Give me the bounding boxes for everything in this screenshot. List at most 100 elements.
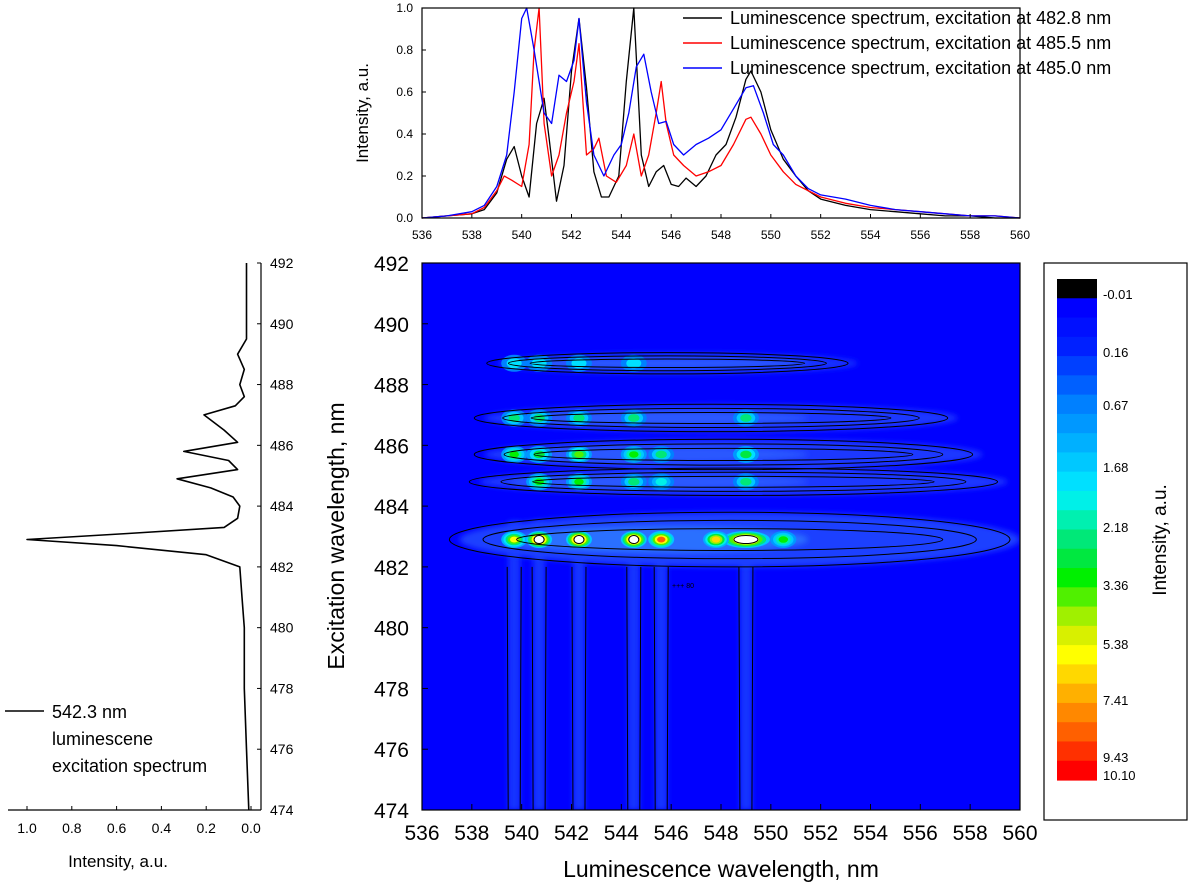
- heatmap-streak: [572, 521, 585, 810]
- colorbar-tick-label: -0.01: [1103, 287, 1133, 302]
- left-legend-label-line: luminescene: [52, 729, 153, 749]
- main-x-tick-label: 546: [654, 822, 689, 845]
- main-x-tick-label: 542: [554, 822, 589, 845]
- heatmap-hotspot: [711, 536, 721, 543]
- top-y-tick-label: 0.2: [396, 169, 413, 183]
- main-x-tick-label: 548: [703, 822, 738, 845]
- colorbar-tick-label: 5.38: [1103, 637, 1128, 652]
- top-x-tick-label: 538: [462, 228, 482, 242]
- heatmap-hotspot: [574, 451, 584, 458]
- heatmap-hotspot: [533, 450, 545, 459]
- colorbar-tick-label: 10.10: [1103, 768, 1136, 783]
- heatmap-hotspot: [534, 478, 544, 486]
- heatmap-streak: [508, 521, 521, 810]
- colorbar-swatch: [1057, 452, 1097, 473]
- heatmap-contour-band: [482, 519, 977, 560]
- top-x-tick-label: 546: [661, 228, 681, 242]
- heatmap-intensity-layers: [448, 352, 1020, 810]
- left-x-tick-label: 0.8: [62, 820, 82, 836]
- top-x-tick-label: 560: [1010, 228, 1030, 242]
- top-series-line-1: [421, 7, 1020, 219]
- heatmap-hotspot: [508, 414, 520, 422]
- top-x-tick-label: 548: [711, 228, 731, 242]
- heatmap-contour-band: [502, 407, 920, 429]
- top-x-tick-label: 558: [960, 228, 980, 242]
- main-x-tick-label: 550: [753, 822, 788, 845]
- colorbar-swatch: [1057, 298, 1097, 319]
- heatmap-hotspot-core: [533, 535, 545, 545]
- colorbar-swatch: [1057, 664, 1097, 685]
- colorbar-tick-label: 3.36: [1103, 578, 1128, 593]
- main-heatmap-panel: +++ 80 536 538 540 542 544 546 548 550 552 554 556…: [323, 253, 1038, 882]
- top-x-tick-label: 536: [412, 228, 432, 242]
- left-y-tick-label: 488: [270, 377, 294, 393]
- main-x-tick-label: 558: [953, 822, 988, 845]
- main-y-tick-label: 476: [374, 739, 409, 762]
- colorbar-swatch: [1057, 722, 1097, 743]
- left-y-tick-label: 474: [270, 802, 294, 818]
- main-y-axis-label: Excitation wavelength, nm: [323, 402, 349, 669]
- colorbar-swatch: [1057, 356, 1097, 376]
- heatmap-hotspot: [533, 414, 545, 422]
- top-legend-label-2: Luminescence spectrum, excitation at 485…: [730, 33, 1111, 53]
- heatmap-hotspot: [657, 536, 666, 543]
- heatmap-hotspot: [740, 414, 752, 422]
- top-y-tick-label: 0.0: [396, 211, 413, 225]
- colorbar-swatch: [1057, 394, 1097, 415]
- colorbar-swatch: [1057, 760, 1097, 781]
- left-x-tick-label: 0.0: [241, 820, 261, 836]
- heatmap-vertical-streaks: [508, 521, 752, 810]
- left-y-tick-label: 484: [270, 498, 294, 514]
- top-x-tick-label: 540: [512, 228, 532, 242]
- colorbar-swatch: [1057, 529, 1097, 550]
- top-y-tick-label: 0.8: [396, 43, 413, 57]
- heatmap-contour-band: [533, 447, 914, 462]
- colorbar-tick-label: 0.67: [1103, 398, 1128, 413]
- contour-label: +++ 80: [672, 583, 694, 590]
- top-legend-label-3: Luminescence spectrum, excitation at 485…: [730, 58, 1111, 78]
- left-y-tick-label: 478: [270, 680, 294, 696]
- top-x-tick-label: 552: [811, 228, 831, 242]
- left-legend: 542.3 nm luminescene excitation spectrum: [5, 702, 207, 776]
- colorbar-swatch: [1057, 490, 1097, 511]
- main-x-tick-label: 556: [903, 822, 938, 845]
- top-x-tick-label: 542: [561, 228, 581, 242]
- colorbar-swatch: [1057, 413, 1097, 434]
- colorbar-swatch: [1057, 471, 1097, 492]
- top-y-tick-label: 1.0: [396, 1, 413, 15]
- main-y-tick-label: 490: [374, 314, 409, 337]
- heatmap-hotspot: [573, 414, 585, 422]
- colorbar-tick-label: 1.68: [1103, 460, 1128, 475]
- heatmap-streak: [655, 521, 668, 810]
- heatmap-hotspot: [574, 478, 584, 486]
- heatmap-streak: [533, 521, 546, 810]
- colorbar-swatch: [1057, 510, 1097, 531]
- heatmap-hotspot: [571, 358, 587, 369]
- heatmap-contour-band: [448, 511, 1011, 568]
- left-x-ticks: 1.0 0.8 0.6 0.4 0.2 0.0: [17, 806, 261, 836]
- main-y-ticks: 492 490 488 486 484 482 480 478 476 474: [374, 253, 428, 823]
- heatmap-hotspot: [740, 450, 752, 459]
- top-x-tick-label: 544: [611, 228, 631, 242]
- top-y-ticks: 0.0 0.2 0.4 0.6 0.8 1.0: [396, 1, 426, 225]
- heatmap-hotspot: [629, 451, 639, 458]
- colorbar-swatch: [1057, 568, 1097, 588]
- left-excitation-panel: 1.0 0.8 0.6 0.4 0.2 0.0 492 490 488 486 484 482 480…: [5, 255, 294, 871]
- colorbar-tick-label: 0.16: [1103, 345, 1128, 360]
- heatmap-hotspot: [655, 477, 667, 486]
- main-x-tick-label: 554: [853, 822, 888, 845]
- heatmap-contour-streak: [653, 566, 669, 810]
- heatmap-contour-streak: [626, 566, 642, 810]
- main-x-axis-label: Luminescence wavelength, nm: [563, 856, 879, 882]
- main-x-tick-label: 540: [504, 822, 539, 845]
- colorbar-swatch: [1057, 548, 1097, 569]
- heatmap-contour-band: [516, 528, 944, 551]
- main-x-tick-label: 538: [454, 822, 489, 845]
- colorbar-swatch: [1057, 702, 1097, 723]
- top-spectrum-panel: 536 538 540 542 544 546 548 550 552 554 556 558 560 …: [353, 1, 1111, 242]
- left-legend-label-line: 542.3 nm: [52, 702, 127, 722]
- colorbar-title: Intensity, a.u.: [1150, 484, 1171, 596]
- heatmap-contour-band: [507, 355, 827, 372]
- heatmap-contour-band: [500, 471, 967, 492]
- top-y-axis-label: Intensity, a.u.: [353, 63, 372, 163]
